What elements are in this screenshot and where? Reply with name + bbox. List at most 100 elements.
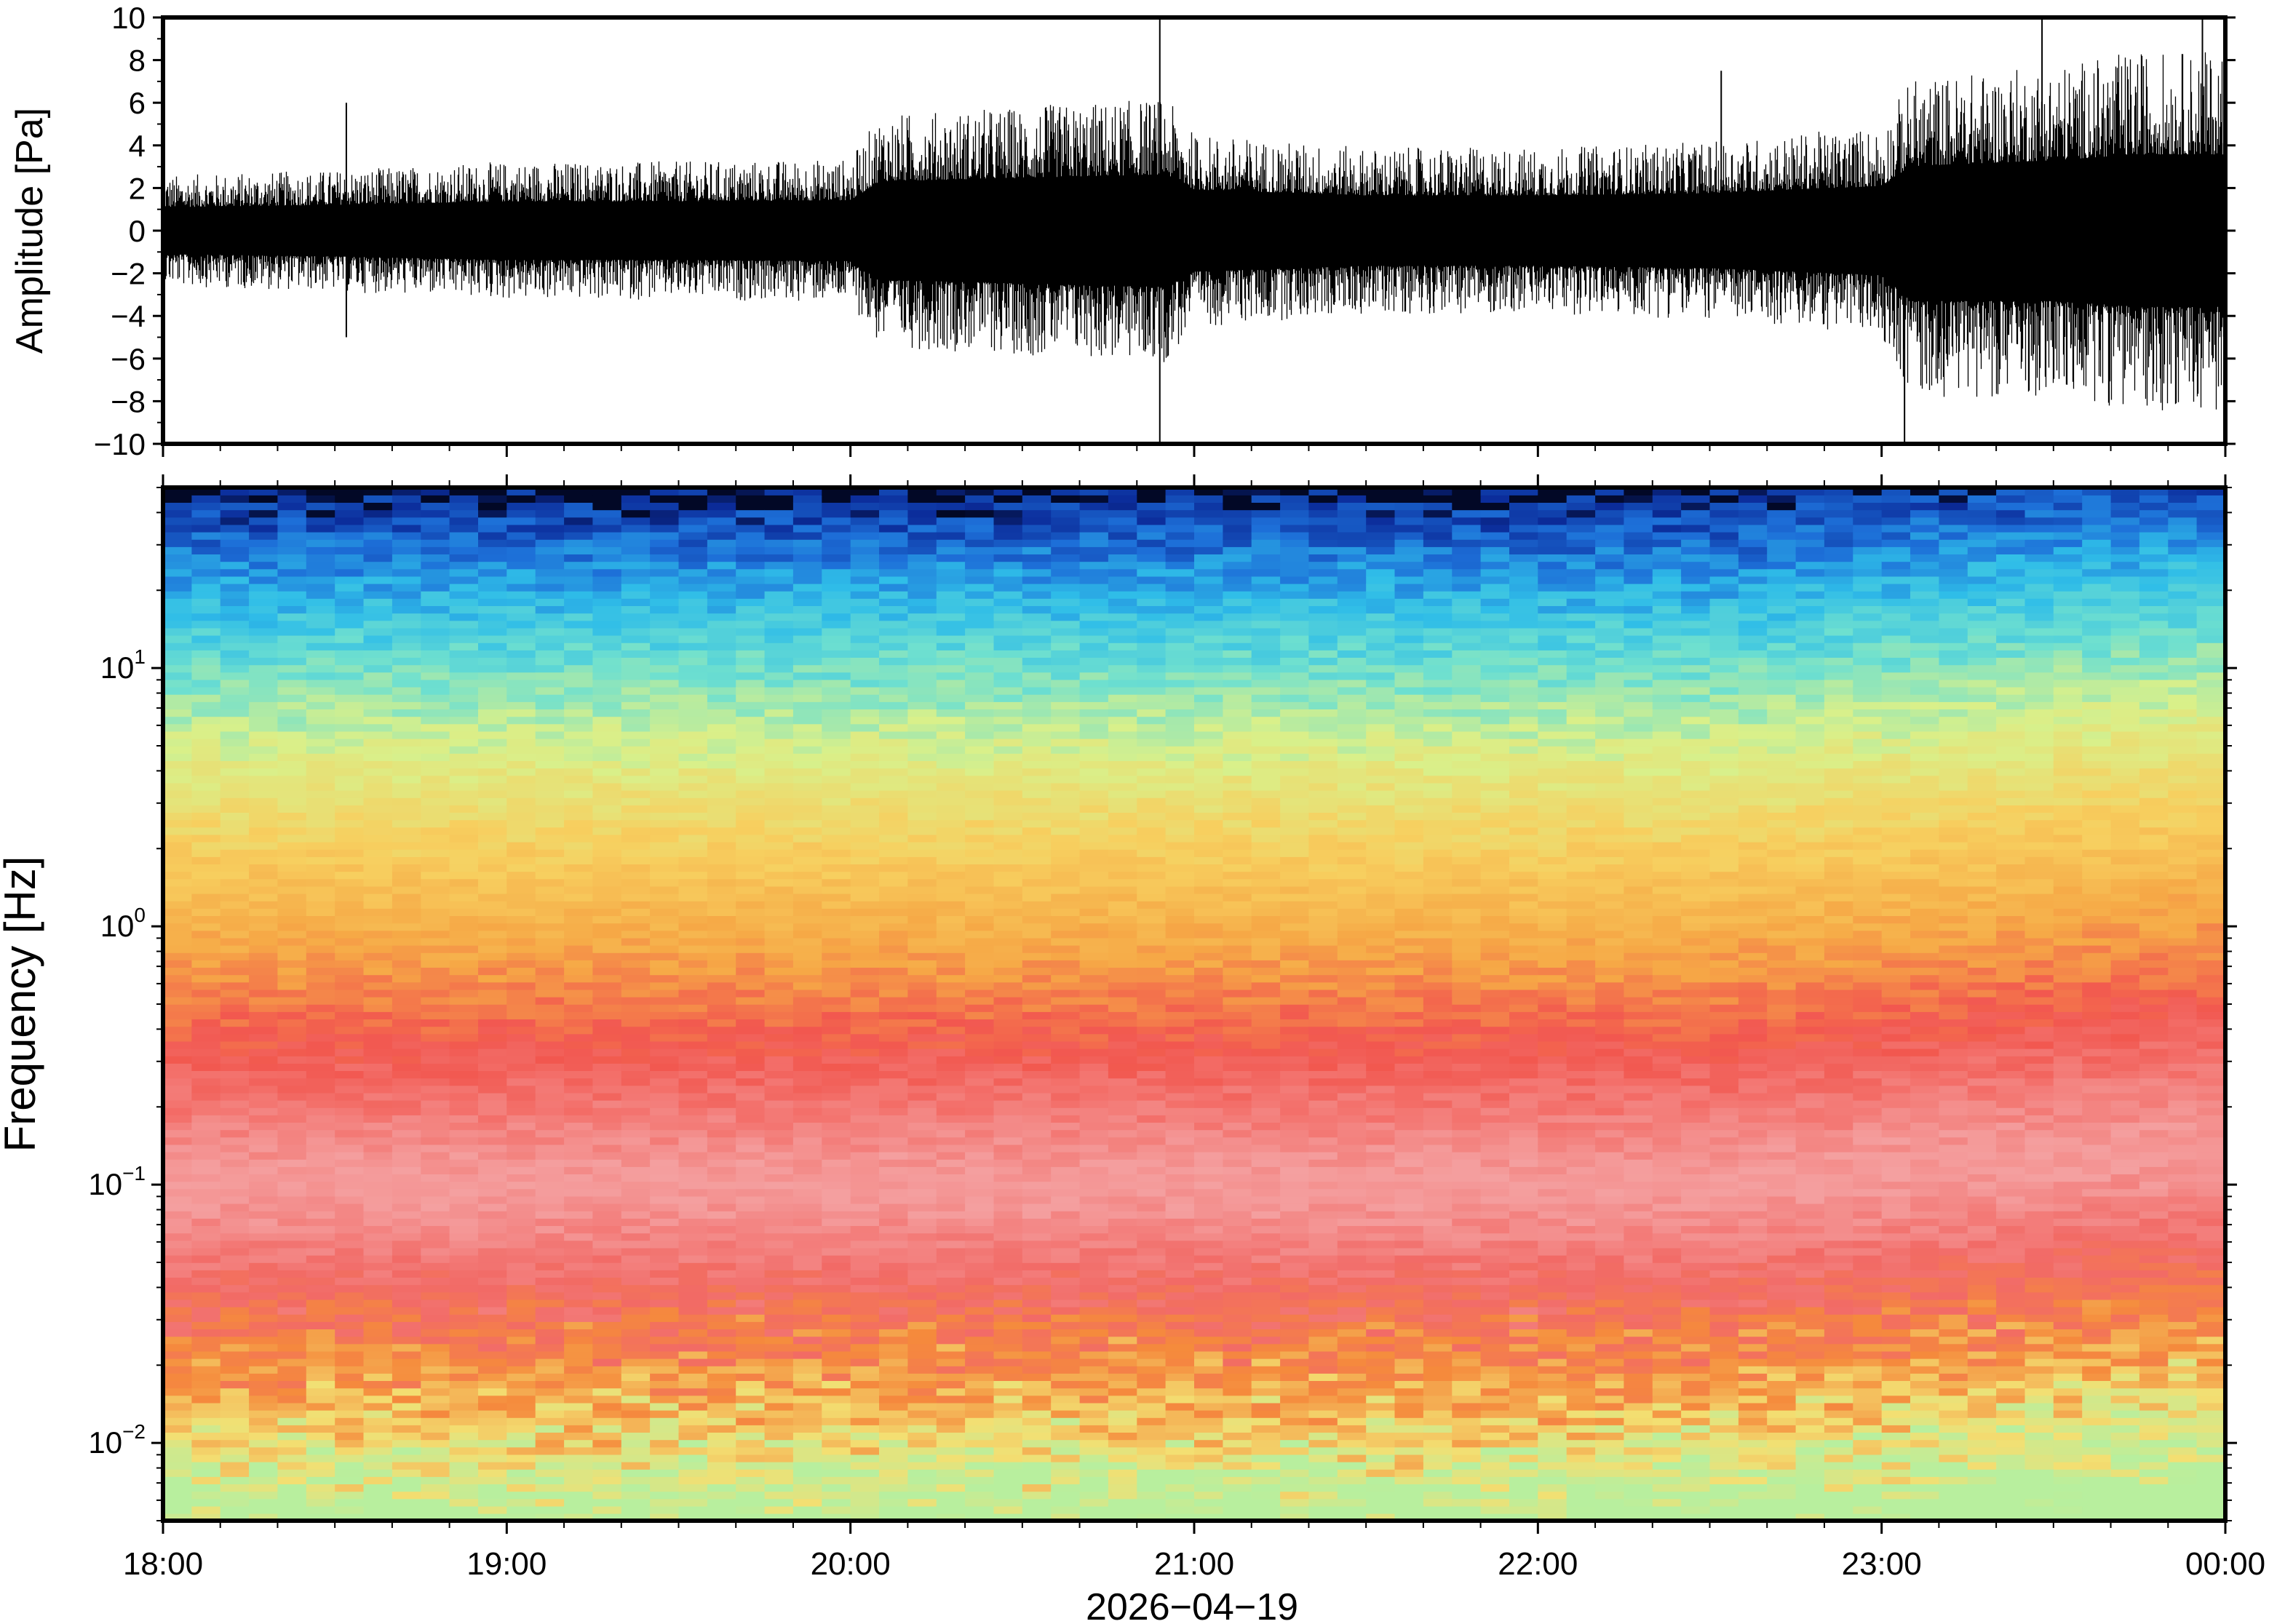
spectrogram-cell [993,605,1023,614]
spectrogram-cell [392,524,422,533]
spectrogram-cell [1051,716,1081,725]
spectrogram-cell [879,679,909,688]
spectrogram-cell [879,908,909,916]
spectrogram-cell [163,1011,193,1019]
spectrogram-cell [163,672,193,680]
spectrogram-cell [965,1129,995,1138]
spectrogram-cell [822,1019,851,1027]
spectrogram-cell [936,1476,966,1484]
spectrogram-cell [850,1240,880,1249]
spectrogram-cell [449,1498,479,1507]
spectrogram-cell [650,583,680,592]
spectrogram-cell [1137,1151,1167,1160]
spectrogram-cell [764,1195,794,1204]
spectrogram-cell [392,1417,422,1425]
spectrogram-cell [1022,1358,1052,1366]
spectrogram-cell [621,1203,651,1211]
spectrogram-cell [1079,1188,1109,1197]
spectrogram-cell [879,1343,909,1352]
spectrogram-cell [792,672,823,680]
spectrogram-cell [965,864,995,872]
spectrogram-cell [1137,1388,1167,1396]
spectrogram-cell [277,849,307,857]
spectrogram-cell [850,1085,880,1094]
spectrogram-cell [306,1137,335,1145]
spectrogram-cell [621,923,651,931]
spectrogram-cell [363,1033,393,1042]
spectrogram-cell [1137,1299,1167,1307]
spectrogram-cell [392,1350,422,1359]
spectrogram-cell [592,1350,622,1359]
spectrogram-cell [822,1358,851,1366]
spectrogram-cell [1051,1188,1081,1197]
spectrogram-cell [191,1225,221,1234]
spectrogram-cell [564,568,594,577]
spectrogram-cell [936,509,966,518]
spectrogram-cell [850,1380,880,1389]
spectrogram-cell [621,1306,651,1315]
spectrogram-cell [736,1306,766,1315]
spectrogram-cell [792,531,823,540]
spectrogram-cell [191,1336,221,1345]
spectrogram-cell [621,1151,651,1160]
spectrogram-cell [1137,915,1167,924]
spectrogram-cell [191,974,221,983]
spectrogram-cell [850,709,880,717]
spectrogram-cell [592,834,622,843]
spectrogram-cell [1137,1107,1167,1115]
spectrogram-cell [936,598,966,606]
spectrogram-cell [678,1019,708,1027]
spectrogram-cell [965,1166,995,1174]
spectrogram-cell [650,775,680,784]
spectrogram-cell [792,856,823,864]
spectrogram-cell [678,1247,708,1256]
spectrogram-cell [564,738,594,747]
spectrogram-cell [1022,1513,1052,1521]
spectrogram-cell [965,1085,995,1094]
spectrogram-cell [879,1284,909,1293]
spectrogram-cell [392,1321,422,1329]
spectrogram-cell [1137,1181,1167,1190]
spectrogram-cell [1108,1409,1138,1418]
spectrogram-cell [564,1195,594,1204]
spectrogram-cell [993,1056,1023,1064]
spectrogram-cell [306,760,335,769]
spectrogram-cell [592,878,622,887]
spectrogram-cell [335,1329,365,1337]
spectrogram-cell [478,1270,508,1278]
spectrogram-cell [1137,1040,1167,1049]
spectrogram-cell [478,1388,508,1396]
spectrogram-cell [249,1137,279,1145]
spectrogram-cell [764,1314,794,1322]
spectrogram-cell [1079,944,1109,953]
spectrogram-cell [907,1099,937,1108]
spectrogram-cell [678,775,708,784]
spectrogram-cell [678,568,708,577]
spectrogram-cell [163,1373,193,1381]
spectrogram-cell [335,1203,365,1211]
spectrogram-cell [650,1070,680,1079]
spectrogram-cell [564,1432,594,1441]
spectrogram-cell [707,1321,737,1329]
spectrogram-cell [850,1513,880,1521]
spectrogram-cell [449,664,479,673]
spectrogram-cell [1022,1107,1052,1115]
spectrogram-cell [621,952,651,960]
spectrogram-cell [592,827,622,835]
spectrogram-cell [564,1137,594,1145]
spectrogram-cell [564,576,594,584]
spectrogram-cell [363,1306,393,1315]
spectrogram-cell [965,650,995,658]
spectrogram-cell [1108,1366,1138,1374]
spectrogram-cell [1022,1174,1052,1182]
spectrogram-cell [736,1469,766,1477]
spectrogram-cell [191,1402,221,1411]
spectrogram-cell [1022,605,1052,614]
spectrogram-cell [764,1299,794,1307]
spectrogram-cell [191,576,221,584]
spectrogram-cell [392,996,422,1005]
spectrogram-cell [621,1262,651,1270]
spectrogram-cell [993,1070,1023,1079]
spectrogram-cell [792,701,823,709]
spectrogram-cell [736,657,766,666]
